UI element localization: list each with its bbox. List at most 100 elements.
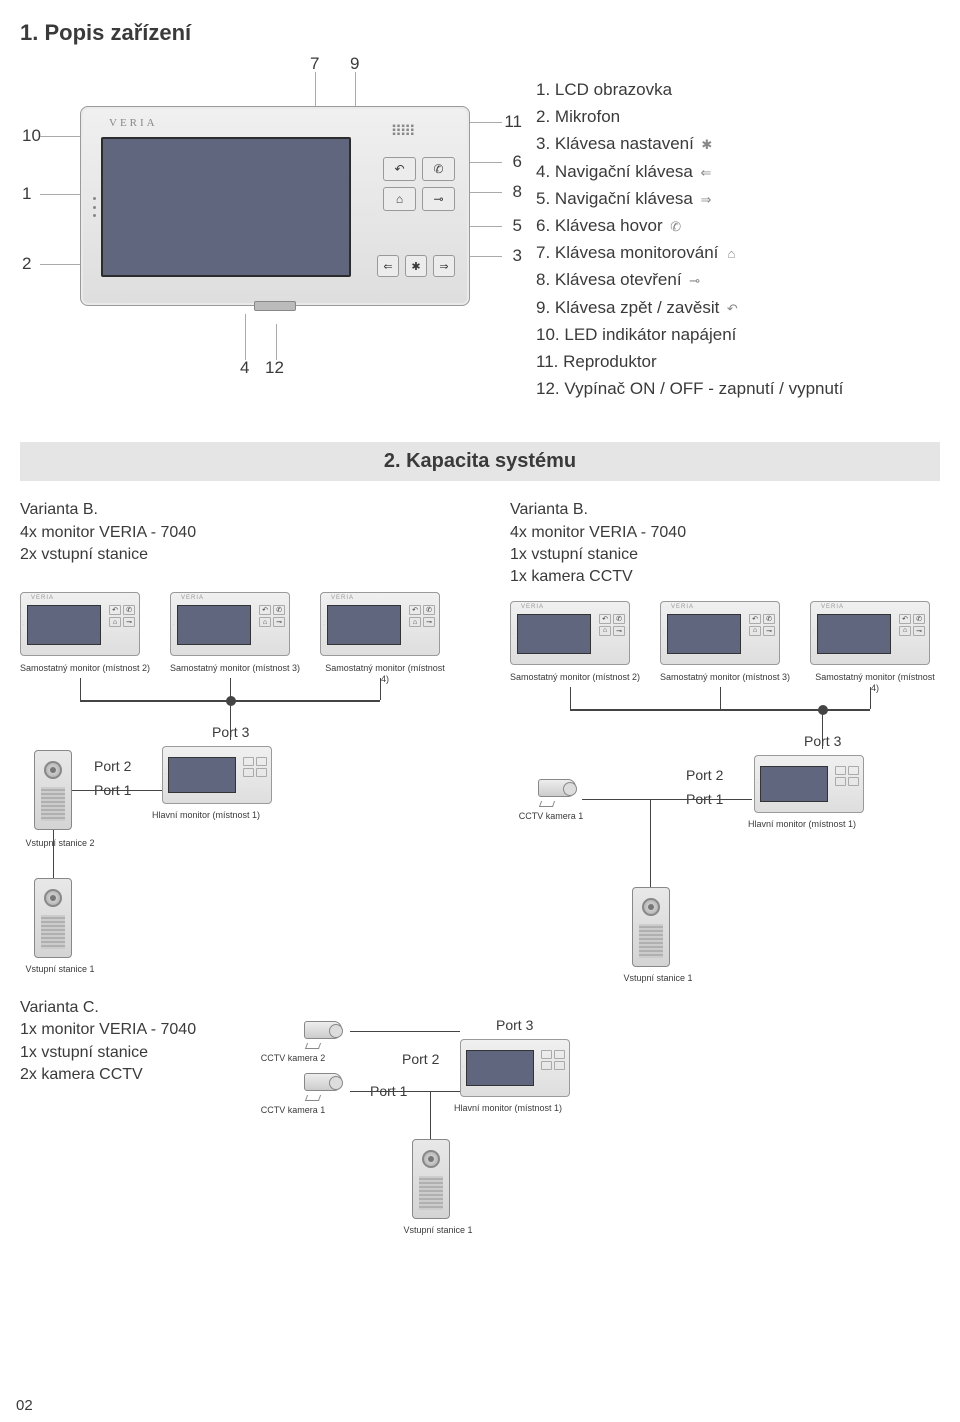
legend-num: 7. [536, 243, 550, 262]
monitor-icon: VERIA··↶✆⌂⊸ [810, 601, 930, 665]
station-icon [34, 878, 72, 958]
port-label: Port 2 [402, 1051, 439, 1067]
monitor-caption: Samostatný monitor (místnost 3) [660, 672, 790, 683]
wire [430, 1091, 431, 1139]
settings-icon: ✱ [698, 135, 716, 156]
monitor-icon: VERIA··↶✆⌂⊸ [510, 601, 630, 665]
monitor-icon: · [460, 1039, 570, 1097]
legend-num: 5. [536, 189, 550, 208]
legend-text: Navigační klávesa [555, 189, 693, 208]
camera-icon [290, 1015, 346, 1045]
button-grid: ↶ ✆ ⌂ ⊸ [383, 157, 455, 211]
variant-line: 2x kamera CCTV [20, 1064, 230, 1086]
nav-row: ⇐ ✱ ⇒ [377, 255, 455, 277]
monitor-caption: Samostatný monitor (místnost 3) [170, 663, 300, 674]
legend-num: 4. [536, 162, 550, 181]
monitor-caption: Samostatný monitor (místnost 4) [320, 663, 450, 685]
leader-line [245, 314, 246, 360]
station-caption: Vstupní stanice 2 [20, 838, 100, 849]
wire [380, 678, 381, 700]
monitor-caption: Samostatný monitor (místnost 2) [510, 672, 640, 683]
section1-title: 1. Popis zařízení [20, 20, 940, 46]
monitor-icon: VERIA··↶✆⌂⊸ [660, 601, 780, 665]
variant-title: Varianta C. [20, 997, 230, 1019]
section1-body: 7 9 10 1 2 11 6 8 5 3 4 12 VERIA ▪▪▪▪▪▪▪… [40, 76, 940, 402]
brand-label: VERIA [109, 117, 158, 129]
leader-line [466, 162, 502, 163]
legend-text: Klávesa otevření [555, 270, 682, 289]
wire [870, 687, 871, 709]
variant-a: Varianta B. 4x monitor VERIA - 7040 2x v… [20, 499, 450, 987]
monitor-caption: Hlavní monitor (místnost 1) [152, 810, 282, 821]
junction-icon [818, 705, 828, 715]
variant-line: 1x kamera CCTV [510, 566, 940, 588]
legend-num: 3. [536, 134, 550, 153]
device-diagram: 7 9 10 1 2 11 6 8 5 3 4 12 VERIA ▪▪▪▪▪▪▪… [40, 76, 500, 356]
legend-num: 12. [536, 379, 560, 398]
leader-line [466, 192, 502, 193]
leader-line [276, 324, 277, 360]
topology-c: CCTV kamera 2 CCTV kamera 1 Port 3 Port … [260, 1009, 680, 1239]
unlock-icon: ⊸ [422, 187, 455, 211]
callout-12: 12 [265, 358, 284, 378]
nav-left-icon: ⇐ [697, 163, 715, 184]
port-label: Port 3 [212, 724, 249, 740]
station-caption: Vstupní stanice 1 [398, 1225, 478, 1236]
callout-4: 4 [240, 358, 249, 378]
monitor-icon: VERIA··↶✆⌂⊸ [20, 592, 140, 656]
wire [650, 799, 651, 887]
port-label: Port 3 [496, 1017, 533, 1033]
monitor-icon: · [162, 746, 272, 804]
legend-num: 2. [536, 107, 550, 126]
unlock-icon: ⊸ [686, 271, 704, 292]
port-label: Port 2 [94, 758, 131, 774]
legend-text: Klávesa monitorování [555, 243, 718, 262]
monitor-caption: Hlavní monitor (místnost 1) [454, 1103, 584, 1114]
callout-5: 5 [513, 216, 522, 236]
legend-text: Mikrofon [555, 107, 620, 126]
legend-num: 11. [536, 352, 558, 371]
variant-line: 4x monitor VERIA - 7040 [510, 522, 940, 544]
section2-title: 2. Kapacita systému [20, 442, 940, 481]
topology-b: VERIA··↶✆⌂⊸ Samostatný monitor (místnost… [510, 587, 940, 987]
wire [350, 1091, 460, 1092]
legend-text: Reproduktor [563, 352, 657, 371]
camera-icon [290, 1067, 346, 1097]
legend-text: Navigační klávesa [555, 162, 693, 181]
monitor-icon: ⌂ [722, 244, 740, 265]
station-icon [412, 1139, 450, 1219]
back-icon: ↶ [383, 157, 416, 181]
wire [720, 687, 721, 709]
variant-b-head: Varianta B. 4x monitor VERIA - 7040 1x v… [510, 499, 940, 589]
camera-icon [524, 773, 580, 803]
callout-2: 2 [22, 254, 31, 274]
leader-line [315, 72, 316, 106]
power-switch [254, 301, 296, 311]
monitor-icon: ⌂ [383, 187, 416, 211]
variant-title: Varianta B. [20, 499, 450, 521]
topology-a: VERIA··↶✆⌂⊸ Samostatný monitor (místnost… [20, 578, 450, 978]
page-number: 02 [16, 1397, 33, 1414]
port-label: Port 2 [686, 767, 723, 783]
variant-title: Varianta B. [510, 499, 940, 521]
monitor-icon: VERIA··↶✆⌂⊸ [320, 592, 440, 656]
station-caption: Vstupní stanice 1 [20, 964, 100, 975]
wire [570, 687, 571, 709]
port-label: Port 3 [804, 733, 841, 749]
back-icon: ↶ [723, 299, 741, 320]
legend-text: Vypínač ON / OFF - zapnutí / vypnutí [564, 379, 843, 398]
leader-line [355, 72, 356, 106]
callout-9: 9 [350, 54, 359, 74]
lcd-screen [101, 137, 351, 277]
callout-3: 3 [513, 246, 522, 266]
variant-a-head: Varianta B. 4x monitor VERIA - 7040 2x v… [20, 499, 450, 566]
variants-row: Varianta B. 4x monitor VERIA - 7040 2x v… [20, 499, 940, 987]
junction-icon [226, 696, 236, 706]
station-icon [632, 887, 670, 967]
legend-list: 1. LCD obrazovka 2. Mikrofon 3. Klávesa … [536, 76, 843, 402]
variant-line: 1x monitor VERIA - 7040 [20, 1019, 230, 1041]
wire [72, 790, 162, 791]
call-icon: ✆ [422, 157, 455, 181]
monitor-icon: · [754, 755, 864, 813]
variant-line: 4x monitor VERIA - 7040 [20, 522, 450, 544]
